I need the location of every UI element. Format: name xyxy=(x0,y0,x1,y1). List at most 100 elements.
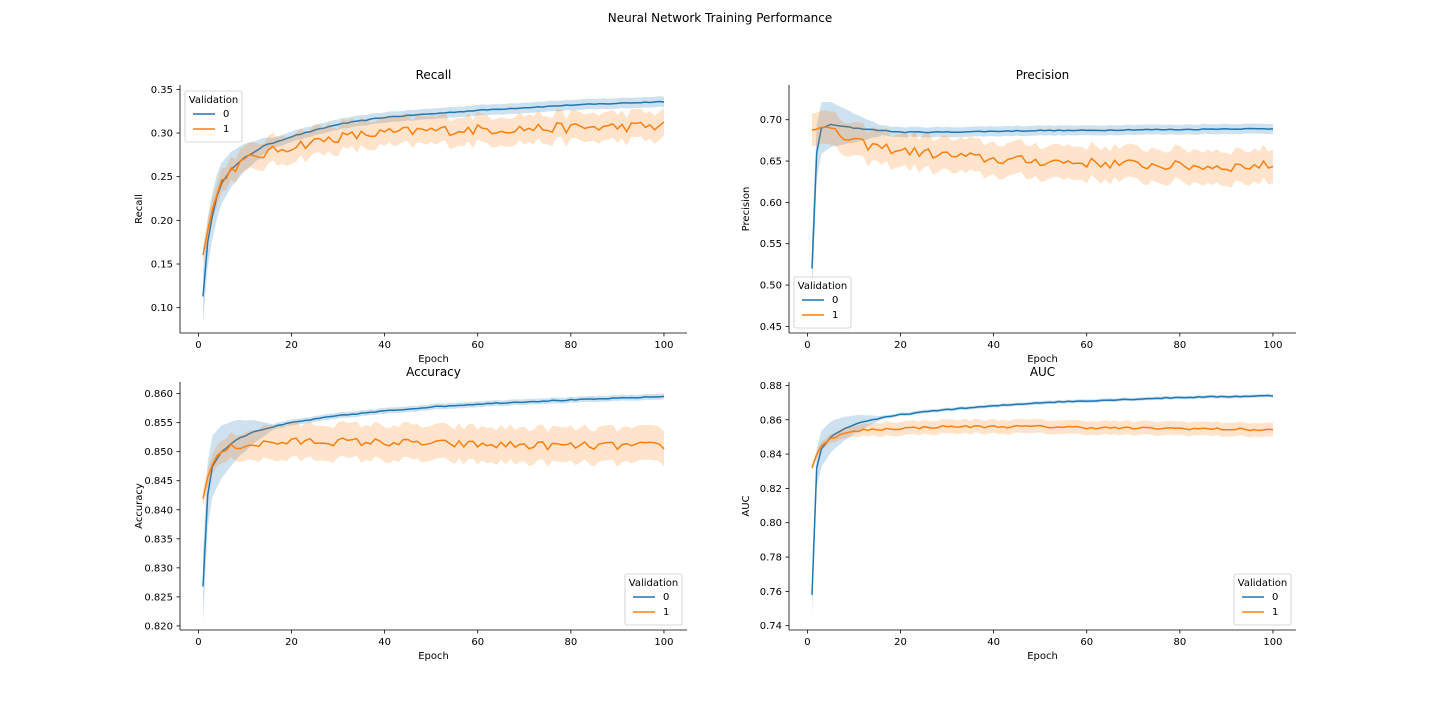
x-tick-label: 0 xyxy=(804,340,810,351)
confidence-band-1 xyxy=(203,108,664,266)
confidence-band-1 xyxy=(812,418,1273,472)
panel-recall: 0 20 40 60 80 100 0.10 0.15 0.20 0.25 0.30 0.35 Reca… xyxy=(134,68,687,365)
panel-title: Precision xyxy=(1016,68,1070,82)
x-tick-label: 0 xyxy=(195,637,201,648)
y-tick-label: 0.25 xyxy=(151,172,173,183)
panel-title: Recall xyxy=(416,68,452,82)
confidence-band-0 xyxy=(812,393,1273,616)
y-tick-label: 0.78 xyxy=(760,553,782,564)
legend-title: Validation xyxy=(189,95,238,106)
x-tick-label: 0 xyxy=(804,637,810,648)
y-tick-label: 0.855 xyxy=(144,418,173,429)
y-tick-label: 0.825 xyxy=(144,592,173,603)
panel-accuracy: 0 20 40 60 80 100 0.820 0.825 0.830 0.835 0.840 0.8… xyxy=(134,365,687,662)
y-tick-label: 0.76 xyxy=(760,587,782,598)
x-tick-label: 0 xyxy=(195,340,201,351)
legend-label-0: 0 xyxy=(832,295,838,306)
x-tick-label: 100 xyxy=(654,637,673,648)
y-tick-label: 0.80 xyxy=(760,518,782,529)
y-tick-label: 0.82 xyxy=(760,484,782,495)
x-tick-label: 20 xyxy=(894,340,907,351)
x-tick-label: 80 xyxy=(564,340,577,351)
y-tick-label: 0.20 xyxy=(151,216,173,227)
legend-title: Validation xyxy=(1238,578,1287,589)
x-tick-label: 100 xyxy=(1263,637,1282,648)
panel-precision: 0 20 40 60 80 100 0.45 0.50 0.55 0.60 0.65 0.70 Prec… xyxy=(741,68,1296,365)
legend: Validation 0 1 xyxy=(1233,573,1292,626)
y-tick-label: 0.74 xyxy=(760,621,782,632)
y-tick-label: 0.35 xyxy=(151,85,173,96)
series-line-0 xyxy=(202,395,665,587)
legend-label-0: 0 xyxy=(663,592,669,603)
x-tick-label: 80 xyxy=(564,637,577,648)
legend: Validation 0 1 xyxy=(184,90,243,143)
y-axis-label: Precision xyxy=(741,187,752,232)
x-tick-label: 20 xyxy=(285,340,298,351)
x-tick-label: 60 xyxy=(1080,340,1093,351)
y-tick-label: 0.60 xyxy=(760,198,782,209)
y-tick-label: 0.30 xyxy=(151,129,173,140)
legend-title: Validation xyxy=(798,281,847,292)
x-tick-label: 20 xyxy=(285,637,298,648)
y-axis-label: Accuracy xyxy=(134,483,145,529)
confidence-band-0 xyxy=(812,101,1273,298)
x-axis-label: Epoch xyxy=(1027,354,1058,365)
series-line-0 xyxy=(202,100,665,297)
y-axis-label: AUC xyxy=(741,495,752,516)
legend-label-1: 1 xyxy=(223,124,229,135)
panel-title: Accuracy xyxy=(406,365,461,379)
legend-label-0: 0 xyxy=(223,109,229,120)
legend: Validation 0 1 xyxy=(793,276,852,329)
y-tick-label: 0.70 xyxy=(760,115,782,126)
y-tick-label: 0.84 xyxy=(760,450,782,461)
series-line-1 xyxy=(202,121,665,256)
series-line-1 xyxy=(811,126,1274,173)
x-tick-label: 20 xyxy=(894,637,907,648)
x-tick-label: 40 xyxy=(987,340,1000,351)
x-tick-label: 40 xyxy=(378,340,391,351)
x-tick-label: 40 xyxy=(987,637,1000,648)
series-line-0 xyxy=(811,123,1274,269)
legend-label-0: 0 xyxy=(1272,592,1278,603)
legend-label-1: 1 xyxy=(832,310,838,321)
y-tick-label: 0.15 xyxy=(151,260,173,271)
panel-auc: 0 20 40 60 80 100 0.74 0.76 0.78 0.80 0.82 0.84 0.86… xyxy=(741,365,1296,662)
figure-title: Neural Network Training Performance xyxy=(607,11,833,25)
y-tick-label: 0.55 xyxy=(760,239,782,250)
y-tick-label: 0.840 xyxy=(144,505,173,516)
x-tick-label: 60 xyxy=(471,340,484,351)
y-axis-label: Recall xyxy=(134,194,145,224)
confidence-band-1 xyxy=(203,420,664,508)
x-axis-label: Epoch xyxy=(418,651,449,662)
y-tick-label: 0.835 xyxy=(144,534,173,545)
y-tick-label: 0.850 xyxy=(144,447,173,458)
x-tick-label: 80 xyxy=(1173,340,1186,351)
legend-title: Validation xyxy=(629,578,678,589)
series-line-1 xyxy=(811,424,1274,469)
legend-label-1: 1 xyxy=(1272,607,1278,618)
x-tick-label: 100 xyxy=(1263,340,1282,351)
y-tick-label: 0.88 xyxy=(760,381,782,392)
x-tick-label: 40 xyxy=(378,637,391,648)
y-tick-label: 0.860 xyxy=(144,389,173,400)
series-line-0 xyxy=(811,394,1274,595)
legend-label-1: 1 xyxy=(663,607,669,618)
x-tick-label: 60 xyxy=(1080,637,1093,648)
legend: Validation 0 1 xyxy=(624,573,683,626)
series-line-1 xyxy=(202,437,665,499)
y-tick-label: 0.10 xyxy=(151,303,173,314)
y-tick-label: 0.86 xyxy=(760,415,782,426)
x-axis-label: Epoch xyxy=(418,354,449,365)
x-tick-label: 100 xyxy=(654,340,673,351)
x-tick-label: 80 xyxy=(1173,637,1186,648)
x-tick-label: 60 xyxy=(471,637,484,648)
y-tick-label: 0.65 xyxy=(760,157,782,168)
panel-title: AUC xyxy=(1030,365,1055,379)
y-tick-label: 0.830 xyxy=(144,563,173,574)
confidence-band-1 xyxy=(812,110,1273,188)
x-axis-label: Epoch xyxy=(1027,651,1058,662)
y-tick-label: 0.45 xyxy=(760,322,782,333)
y-tick-label: 0.845 xyxy=(144,476,173,487)
y-tick-label: 0.50 xyxy=(760,281,782,292)
